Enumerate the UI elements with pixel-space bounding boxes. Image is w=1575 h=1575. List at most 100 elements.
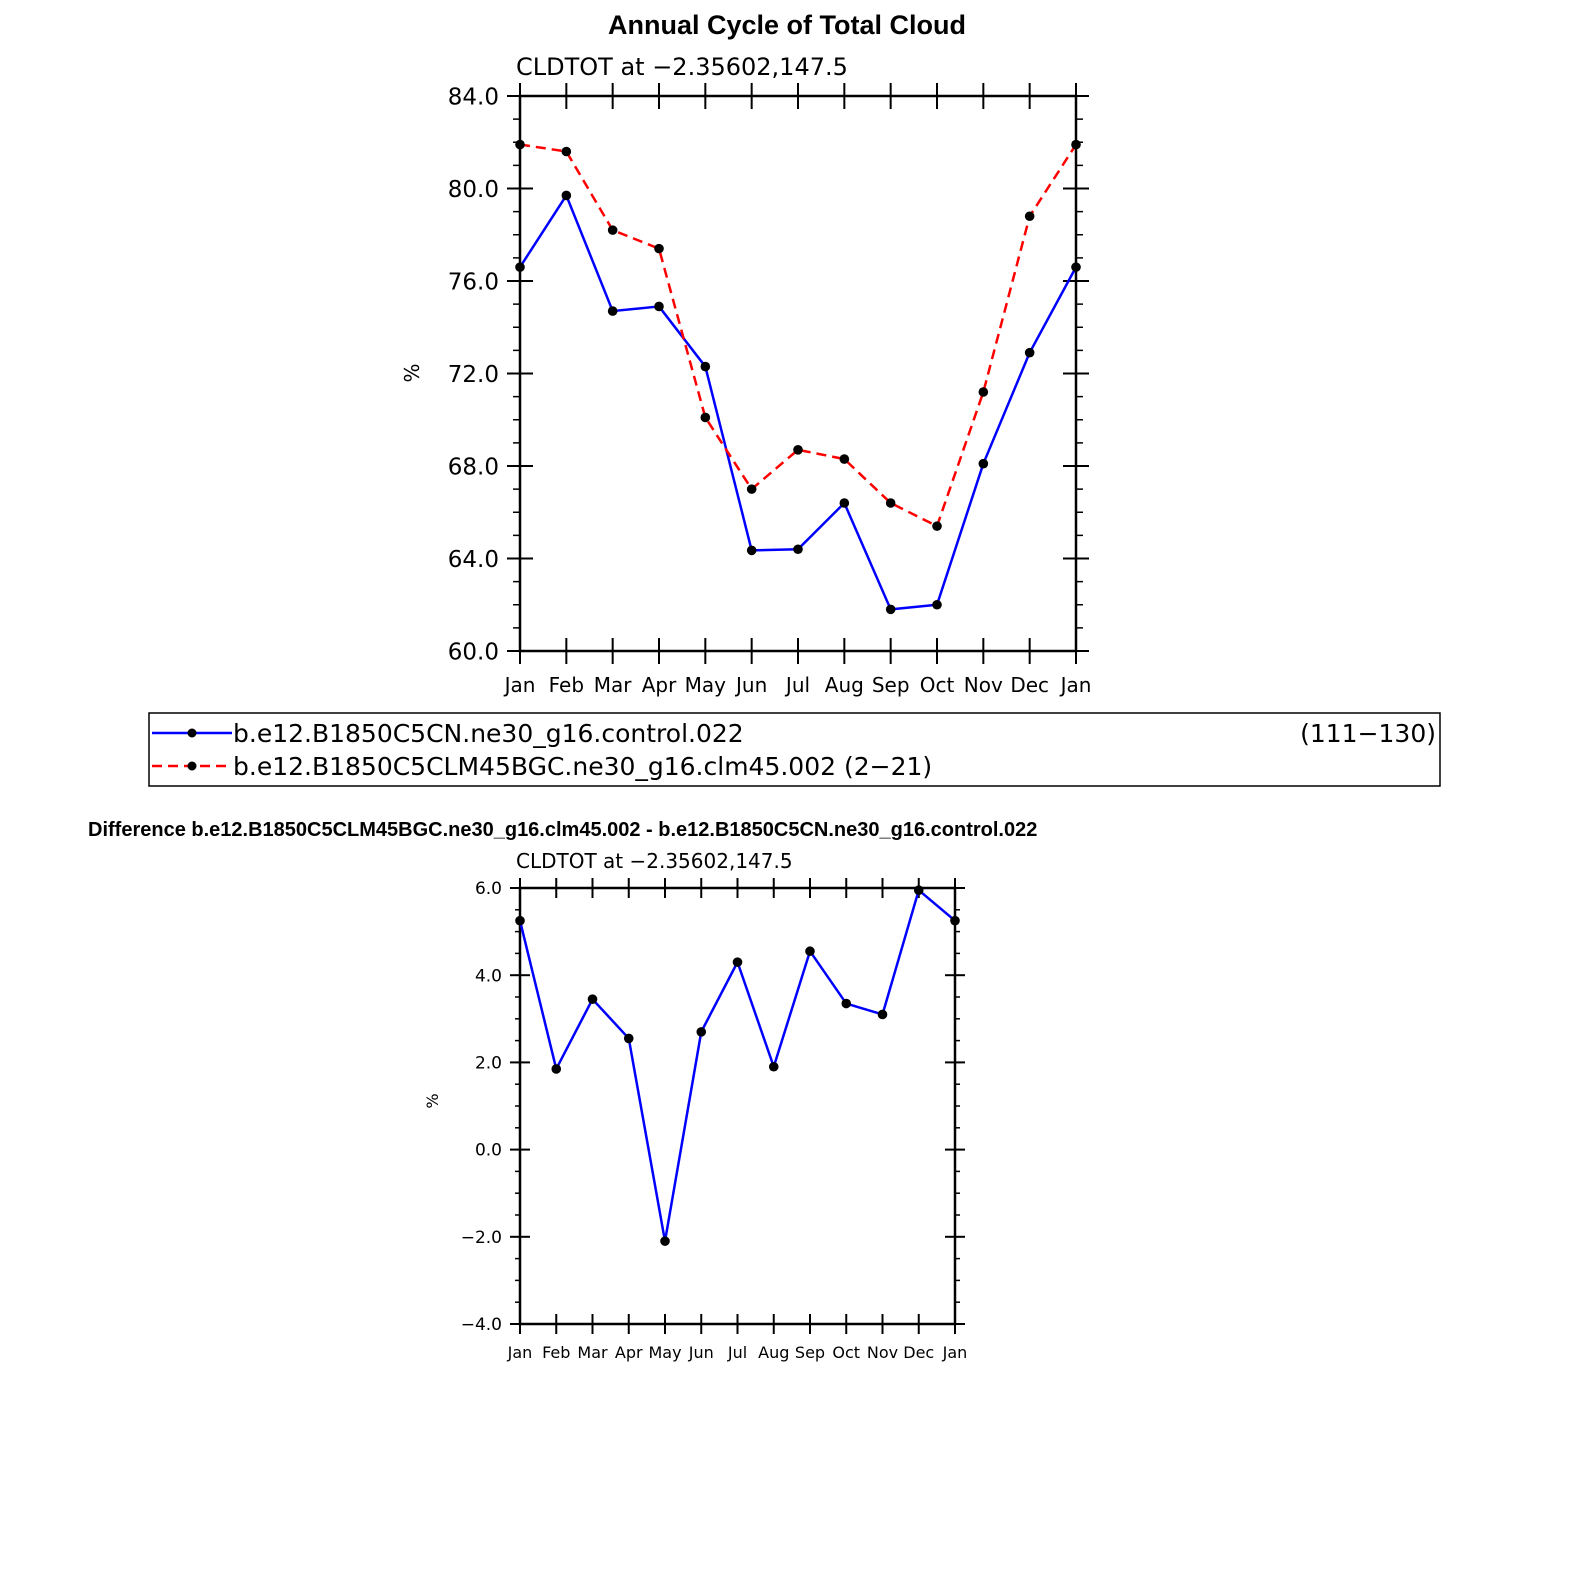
chart2-series-1-point bbox=[660, 1236, 670, 1246]
chart2-series-1-point bbox=[515, 915, 525, 926]
chart1-x-tick-label: Jun bbox=[734, 673, 767, 697]
chart1-x-tick-label: Feb bbox=[549, 673, 584, 697]
chart2-y-tick-label: 2.0 bbox=[475, 1054, 502, 1074]
chart1-y-tick-label: 68.0 bbox=[448, 454, 499, 480]
chart1-series-2-point bbox=[700, 412, 711, 423]
chart1-y-tick-label: 80.0 bbox=[448, 177, 499, 203]
chart2-x-tick-label: Nov bbox=[867, 1343, 898, 1362]
chart1-x-tick-label: Dec bbox=[1010, 673, 1049, 697]
chart1-y-tick-label: 72.0 bbox=[448, 362, 499, 388]
difference-title: Difference b.e12.B1850C5CLM45BGC.ne30_g1… bbox=[88, 819, 1037, 841]
chart1-series-1-point bbox=[1071, 262, 1081, 272]
annual-cycle-chart: CLDTOT at −2.35602,147.5 % 60.0 64.0 68.0 7… bbox=[400, 53, 1091, 697]
chart2-y-tick-label: −2.0 bbox=[461, 1228, 502, 1248]
chart1-plot-frame bbox=[518, 94, 1078, 653]
chart2-series-1-point bbox=[805, 946, 815, 957]
legend: b.e12.B1850C5CN.ne30_g16.control.022 (11… bbox=[148, 712, 1441, 787]
chart2-x-tick-label: Dec bbox=[903, 1343, 934, 1362]
chart2-x-tick-label: Aug bbox=[758, 1343, 789, 1362]
legend-marker-red bbox=[187, 761, 197, 771]
chart1-series-2-point bbox=[839, 454, 850, 464]
chart2-ylabel: % bbox=[423, 1093, 442, 1108]
chart1-series-1-point bbox=[607, 306, 618, 316]
chart2-y-tick-label: 0.0 bbox=[475, 1141, 502, 1161]
chart2-x-tick-label: Jan bbox=[507, 1343, 533, 1362]
chart2-x-tick-label: Apr bbox=[615, 1343, 643, 1362]
legend-marker-blue bbox=[187, 728, 197, 738]
chart2-y-tick-label: 6.0 bbox=[475, 879, 502, 899]
chart2-series bbox=[515, 885, 960, 1246]
chart1-x-tick-label: Oct bbox=[920, 673, 955, 697]
chart2-x-tick-label: Jan bbox=[942, 1343, 968, 1362]
chart2-x-tick-label: Feb bbox=[542, 1343, 570, 1362]
chart1-series-1-point bbox=[746, 545, 757, 556]
legend-label-control: b.e12.B1850C5CN.ne30_g16.control.022 bbox=[233, 719, 744, 748]
chart1-x-tick-label: May bbox=[685, 673, 727, 697]
chart2-series-1-point bbox=[768, 1061, 779, 1072]
chart2-series-1-point bbox=[587, 994, 598, 1004]
chart2-x-tick-label: Oct bbox=[832, 1343, 860, 1362]
chart1-series-1-point bbox=[839, 498, 850, 508]
chart1-y-tick-label: 60.0 bbox=[448, 639, 499, 665]
chart2-axes: −4.0 −2.0 0.0 2.0 4.0 6.0 Jan Feb Mar Apr May Jun Ju… bbox=[461, 878, 968, 1362]
chart2-x-tick-label: May bbox=[648, 1343, 681, 1362]
chart2-series-1-point bbox=[551, 1064, 562, 1074]
chart2-series-1-point bbox=[841, 998, 852, 1009]
chart1-series-2-point bbox=[978, 387, 989, 397]
difference-chart: CLDTOT at −2.35602,147.5 % −4.0 −2.0 0.0 2.… bbox=[423, 849, 967, 1362]
chart1-series-2-point bbox=[1024, 211, 1035, 222]
chart1-x-tick-label: Aug bbox=[825, 673, 864, 697]
chart2-y-tick-label: −4.0 bbox=[461, 1315, 502, 1335]
chart2-series-1-point bbox=[623, 1033, 634, 1044]
chart1-x-tick-label: Mar bbox=[594, 673, 633, 697]
chart1-series-2-point bbox=[1071, 139, 1081, 150]
chart1-subtitle: CLDTOT at −2.35602,147.5 bbox=[516, 53, 848, 81]
chart1-x-tick-label: Jul bbox=[784, 673, 810, 697]
chart1-series-2-point bbox=[932, 521, 942, 531]
chart1-axes: 60.0 64.0 68.0 72.0 76.0 80.0 84.0 Jan Feb Mar Apr… bbox=[448, 83, 1092, 697]
chart1-x-tick-label: Jan bbox=[1059, 673, 1092, 697]
chart1-series-2-line bbox=[519, 143, 1078, 528]
chart1-series-1-point bbox=[700, 361, 711, 372]
chart1-series-2-point bbox=[746, 484, 757, 494]
chart1-series-2-point bbox=[515, 139, 525, 150]
chart1-series-2-point bbox=[654, 243, 664, 254]
chart1-series bbox=[515, 139, 1081, 615]
chart1-series-2-point bbox=[793, 445, 803, 455]
chart1-series-1-point bbox=[885, 604, 896, 615]
chart2-x-tick-label: Sep bbox=[795, 1343, 825, 1362]
chart1-x-tick-label: Jan bbox=[503, 673, 536, 697]
chart2-plot-frame bbox=[518, 886, 957, 1326]
legend-label-clm45: b.e12.B1850C5CLM45BGC.ne30_g16.clm45.002… bbox=[233, 752, 932, 781]
chart1-series-2-point bbox=[607, 225, 618, 235]
chart1-x-tick-label: Sep bbox=[872, 673, 910, 697]
chart2-y-tick-label: 4.0 bbox=[475, 966, 502, 986]
chart1-series-1-point bbox=[654, 301, 664, 312]
legend-suffix-control: (111−130) bbox=[1300, 719, 1436, 748]
chart1-y-tick-label: 76.0 bbox=[448, 269, 499, 295]
chart1-series-1-point bbox=[1024, 347, 1035, 358]
chart1-y-tick-label: 84.0 bbox=[448, 84, 499, 110]
chart2-x-tick-label: Mar bbox=[577, 1343, 608, 1362]
chart1-x-tick-label: Nov bbox=[964, 673, 1003, 697]
chart2-series-1-point bbox=[877, 1009, 888, 1020]
chart2-series-1-point bbox=[732, 957, 743, 967]
chart2-series-1-point bbox=[950, 915, 960, 926]
chart1-series-1-point bbox=[561, 190, 572, 201]
chart1-ylabel: % bbox=[400, 363, 424, 382]
chart1-series-2-point bbox=[561, 146, 572, 157]
legend-box bbox=[148, 712, 1441, 787]
chart1-series-2-point bbox=[885, 498, 896, 508]
chart2-series-1-line bbox=[518, 888, 956, 1243]
chart1-series-1-point bbox=[515, 262, 525, 272]
chart2-x-tick-label: Jun bbox=[688, 1343, 714, 1362]
chart2-series-1-point bbox=[696, 1027, 707, 1037]
chart1-x-tick-label: Apr bbox=[642, 673, 677, 697]
chart2-x-tick-label: Jul bbox=[727, 1343, 747, 1362]
chart1-series-1-point bbox=[793, 544, 803, 555]
chart1-y-tick-label: 64.0 bbox=[448, 547, 499, 573]
chart1-series-1-point bbox=[978, 458, 989, 469]
chart1-series-1-point bbox=[932, 599, 942, 610]
chart2-series-1-point bbox=[913, 885, 924, 895]
